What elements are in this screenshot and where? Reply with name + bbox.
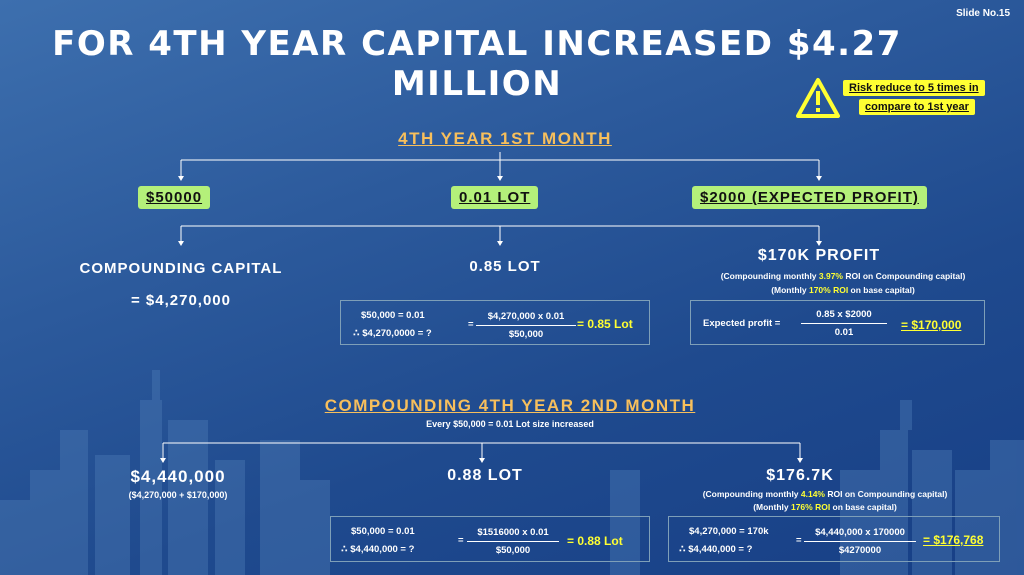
month1-lot-calc-result: = 0.85 Lot: [577, 317, 633, 331]
month2-profit-calc-fraction: $4,440,000 x 170000 $4270000: [804, 527, 916, 556]
month1-lot-calc-line2: ∴ $4,270,0000 = ?: [353, 328, 432, 339]
fraction-denominator: 0.01: [834, 327, 854, 338]
month2-profit-note1: (Compounding monthly 4.14% ROI on Compou…: [702, 489, 948, 499]
month2-lot-calc-line1: $50,000 = 0.01: [351, 526, 415, 537]
month2-lot-calc-line2: ∴ $4,440,000 = ?: [341, 544, 415, 555]
fraction-numerator: $4,270,000 x 0.01: [476, 311, 576, 326]
month1-lot-calc-fraction: $4,270,000 x 0.01 $50,000: [476, 311, 576, 340]
month2-profit-calc-result: = $176,768: [923, 533, 984, 547]
month1-heading: 4TH YEAR 1ST MONTH: [398, 129, 612, 148]
month1-lot-calc-box: $50,000 = 0.01 ∴ $4,270,0000 = ? = $4,27…: [340, 300, 650, 345]
month2-profit-calc-equals: =: [796, 535, 802, 546]
fraction-denominator: $50,000: [495, 545, 531, 556]
month1-profit-calc-fraction: 0.85 x $2000 0.01: [801, 309, 887, 338]
month1-pill-capital: $50000: [138, 186, 211, 209]
month2-capital-note: ($4,270,000 + $170,000): [128, 490, 228, 500]
fraction-numerator: 0.85 x $2000: [801, 309, 887, 324]
month2-heading: COMPOUNDING 4TH YEAR 2ND MONTH: [324, 396, 696, 415]
warning-triangle-icon: [796, 78, 840, 118]
month1-pill-profit: $2000 (EXPECTED PROFIT): [692, 186, 927, 209]
month1-pill-lot: 0.01 LOT: [451, 186, 539, 209]
month1-profit-calc-result: = $170,000: [901, 318, 962, 332]
month2-subheading: Every $50,000 = 0.01 Lot size increased: [426, 419, 594, 429]
month2-profit-calc-line2: ∴ $4,440,000 = ?: [679, 544, 753, 555]
month1-lot-calc-line1: $50,000 = 0.01: [361, 310, 425, 321]
slide-number: Slide No.15: [956, 8, 1010, 19]
risk-note-line1: Risk reduce to 5 times in: [843, 80, 985, 96]
fraction-numerator: $1516000 x 0.01: [467, 527, 559, 542]
month1-lot-calc-equals: =: [468, 319, 474, 330]
month1-capital-label: COMPOUNDING CAPITAL: [79, 260, 283, 277]
month2-lot-calc-equals: =: [458, 535, 464, 546]
fraction-denominator: $4270000: [838, 545, 882, 556]
fraction-numerator: $4,440,000 x 170000: [804, 527, 916, 542]
month2-capital-value: $4,440,000: [130, 467, 226, 486]
page-title: FOR 4TH YEAR CAPITAL INCREASED $4.27 MIL…: [52, 24, 902, 104]
month2-profit-calc-box: $4,270,000 = 170k ∴ $4,440,000 = ? = $4,…: [668, 516, 1000, 562]
month1-capital-value: = $4,270,000: [130, 292, 231, 309]
month1-profit-calc-box: Expected profit = 0.85 x $2000 0.01 = $1…: [690, 300, 985, 345]
month1-profit-label: $170K PROFIT: [757, 247, 881, 264]
month2-profit-calc-line1: $4,270,000 = 170k: [689, 526, 769, 537]
month1-profit-note2: (Monthly 170% ROI on base capital): [771, 285, 915, 295]
month1-profit-note1: (Compounding monthly 3.97% ROI on Compou…: [720, 271, 966, 281]
month2-profit-label: $176.7K: [766, 467, 834, 484]
month2-profit-note2: (Monthly 176% ROI on base capital): [753, 502, 897, 512]
month2-lot-calc-result: = 0.88 Lot: [567, 534, 623, 548]
month2-lot-calc-box: $50,000 = 0.01 ∴ $4,440,000 = ? = $15160…: [330, 516, 650, 562]
month1-lot-label: 0.85 LOT: [469, 258, 541, 275]
month2-lot-calc-fraction: $1516000 x 0.01 $50,000: [467, 527, 559, 556]
month2-lot-label: 0.88 LOT: [447, 467, 523, 484]
month1-profit-calc-label: Expected profit =: [703, 318, 781, 329]
risk-note-line2: compare to 1st year: [859, 99, 975, 115]
fraction-denominator: $50,000: [508, 329, 544, 340]
